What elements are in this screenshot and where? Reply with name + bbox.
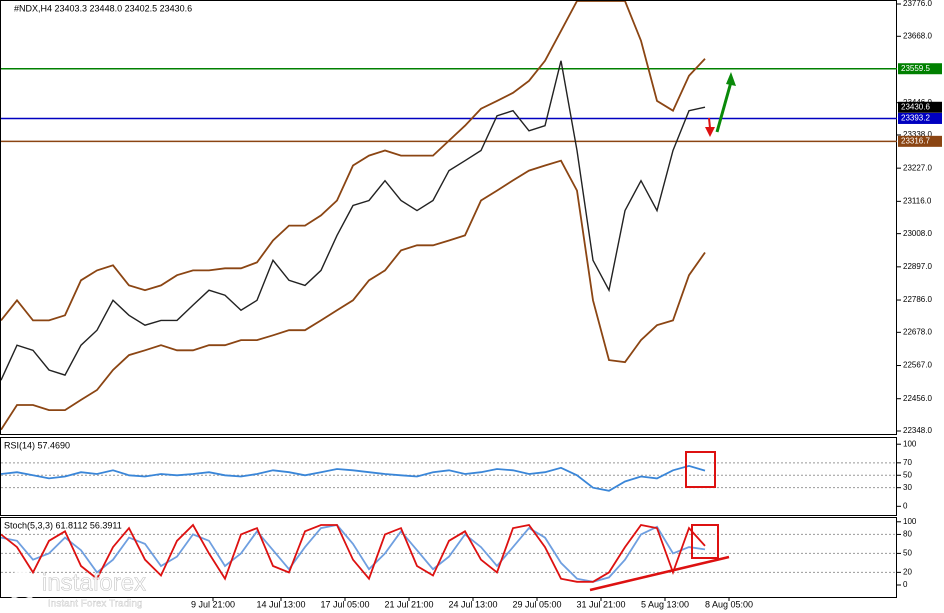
series-line xyxy=(1,464,706,492)
y-tick-label: 23116.0 xyxy=(903,196,932,205)
y-tick-label: 100 xyxy=(903,439,917,448)
down-arrow-head xyxy=(705,127,715,137)
up-arrow xyxy=(715,81,733,133)
annotations xyxy=(589,72,736,592)
y-tick-label: 22897.0 xyxy=(903,262,932,271)
y-tick-label: 100 xyxy=(903,517,917,526)
x-tick-label: 8 Aug 05:00 xyxy=(705,599,753,609)
x-tick-label: 14 Jul 13:00 xyxy=(256,599,305,609)
series-line xyxy=(1,523,706,583)
x-tick-label: 17 Jul 05:00 xyxy=(320,599,369,609)
x-tick-label: 9 Jul 21:00 xyxy=(191,599,235,609)
level-label: 23316.7 xyxy=(901,136,930,145)
level-label: 23430.6 xyxy=(901,102,930,111)
x-tick-label: 29 Jul 05:00 xyxy=(512,599,561,609)
y-tick-label: 50 xyxy=(903,470,912,479)
y-tick-label: 22456.0 xyxy=(903,394,932,403)
series-line xyxy=(1,60,706,381)
panel-title: Stoch(5,3,3) 61.8112 56.3911 xyxy=(4,520,122,530)
y-tick-label: 23338.0 xyxy=(903,130,932,139)
watermark-brand: instaforex xyxy=(42,569,146,596)
y-tick-label: 30 xyxy=(903,483,912,492)
level-label: 23559.5 xyxy=(901,64,930,73)
y-tick-label: 0 xyxy=(903,501,908,510)
y-tick-label: 23227.0 xyxy=(903,163,932,172)
down-arrow xyxy=(708,117,711,129)
y-tick-label: 23008.0 xyxy=(903,229,932,238)
y-tick-label: 22567.0 xyxy=(903,361,932,370)
level-tag xyxy=(898,101,942,113)
y-tick-label: 22786.0 xyxy=(903,295,932,304)
watermark: instaforex Instant Forex Trading xyxy=(6,569,146,610)
stoch-highlight xyxy=(691,524,719,559)
x-tick-label: 5 Aug 13:00 xyxy=(641,599,689,609)
series-line xyxy=(1,524,706,583)
panel-title: RSI(14) 57.4690 xyxy=(4,440,70,450)
y-tick-label: 0 xyxy=(903,580,908,589)
y-tick-label: 22348.0 xyxy=(903,426,932,435)
y-tick-label: 23668.0 xyxy=(903,31,932,40)
y-tick-label: 70 xyxy=(903,458,912,467)
watermark-tagline: Instant Forex Trading xyxy=(48,599,143,610)
x-tick-label: 21 Jul 21:00 xyxy=(384,599,433,609)
stoch-trendline xyxy=(589,555,730,592)
y-tick-label: 22678.0 xyxy=(903,327,932,336)
series-line xyxy=(1,1,706,322)
y-tick-label: 23776.0 xyxy=(903,0,932,8)
series-line xyxy=(1,159,706,431)
y-tick-label: 20 xyxy=(903,567,912,576)
level-label: 23393.2 xyxy=(901,114,930,123)
up-arrow-head xyxy=(726,72,736,86)
panel-title: #NDX,H4 23403.3 23448.0 23402.5 23430.6 xyxy=(14,3,192,13)
y-tick-label: 50 xyxy=(903,549,912,558)
y-tick-label: 80 xyxy=(903,530,912,539)
rsi-highlight xyxy=(685,451,716,488)
level-tag xyxy=(898,135,942,147)
level-tag xyxy=(898,63,942,75)
price-frame xyxy=(0,0,897,435)
x-tick-label: 31 Jul 21:00 xyxy=(576,599,625,609)
level-tag xyxy=(898,112,942,124)
watermark-logo xyxy=(6,570,38,602)
x-tick-label: 24 Jul 13:00 xyxy=(448,599,497,609)
